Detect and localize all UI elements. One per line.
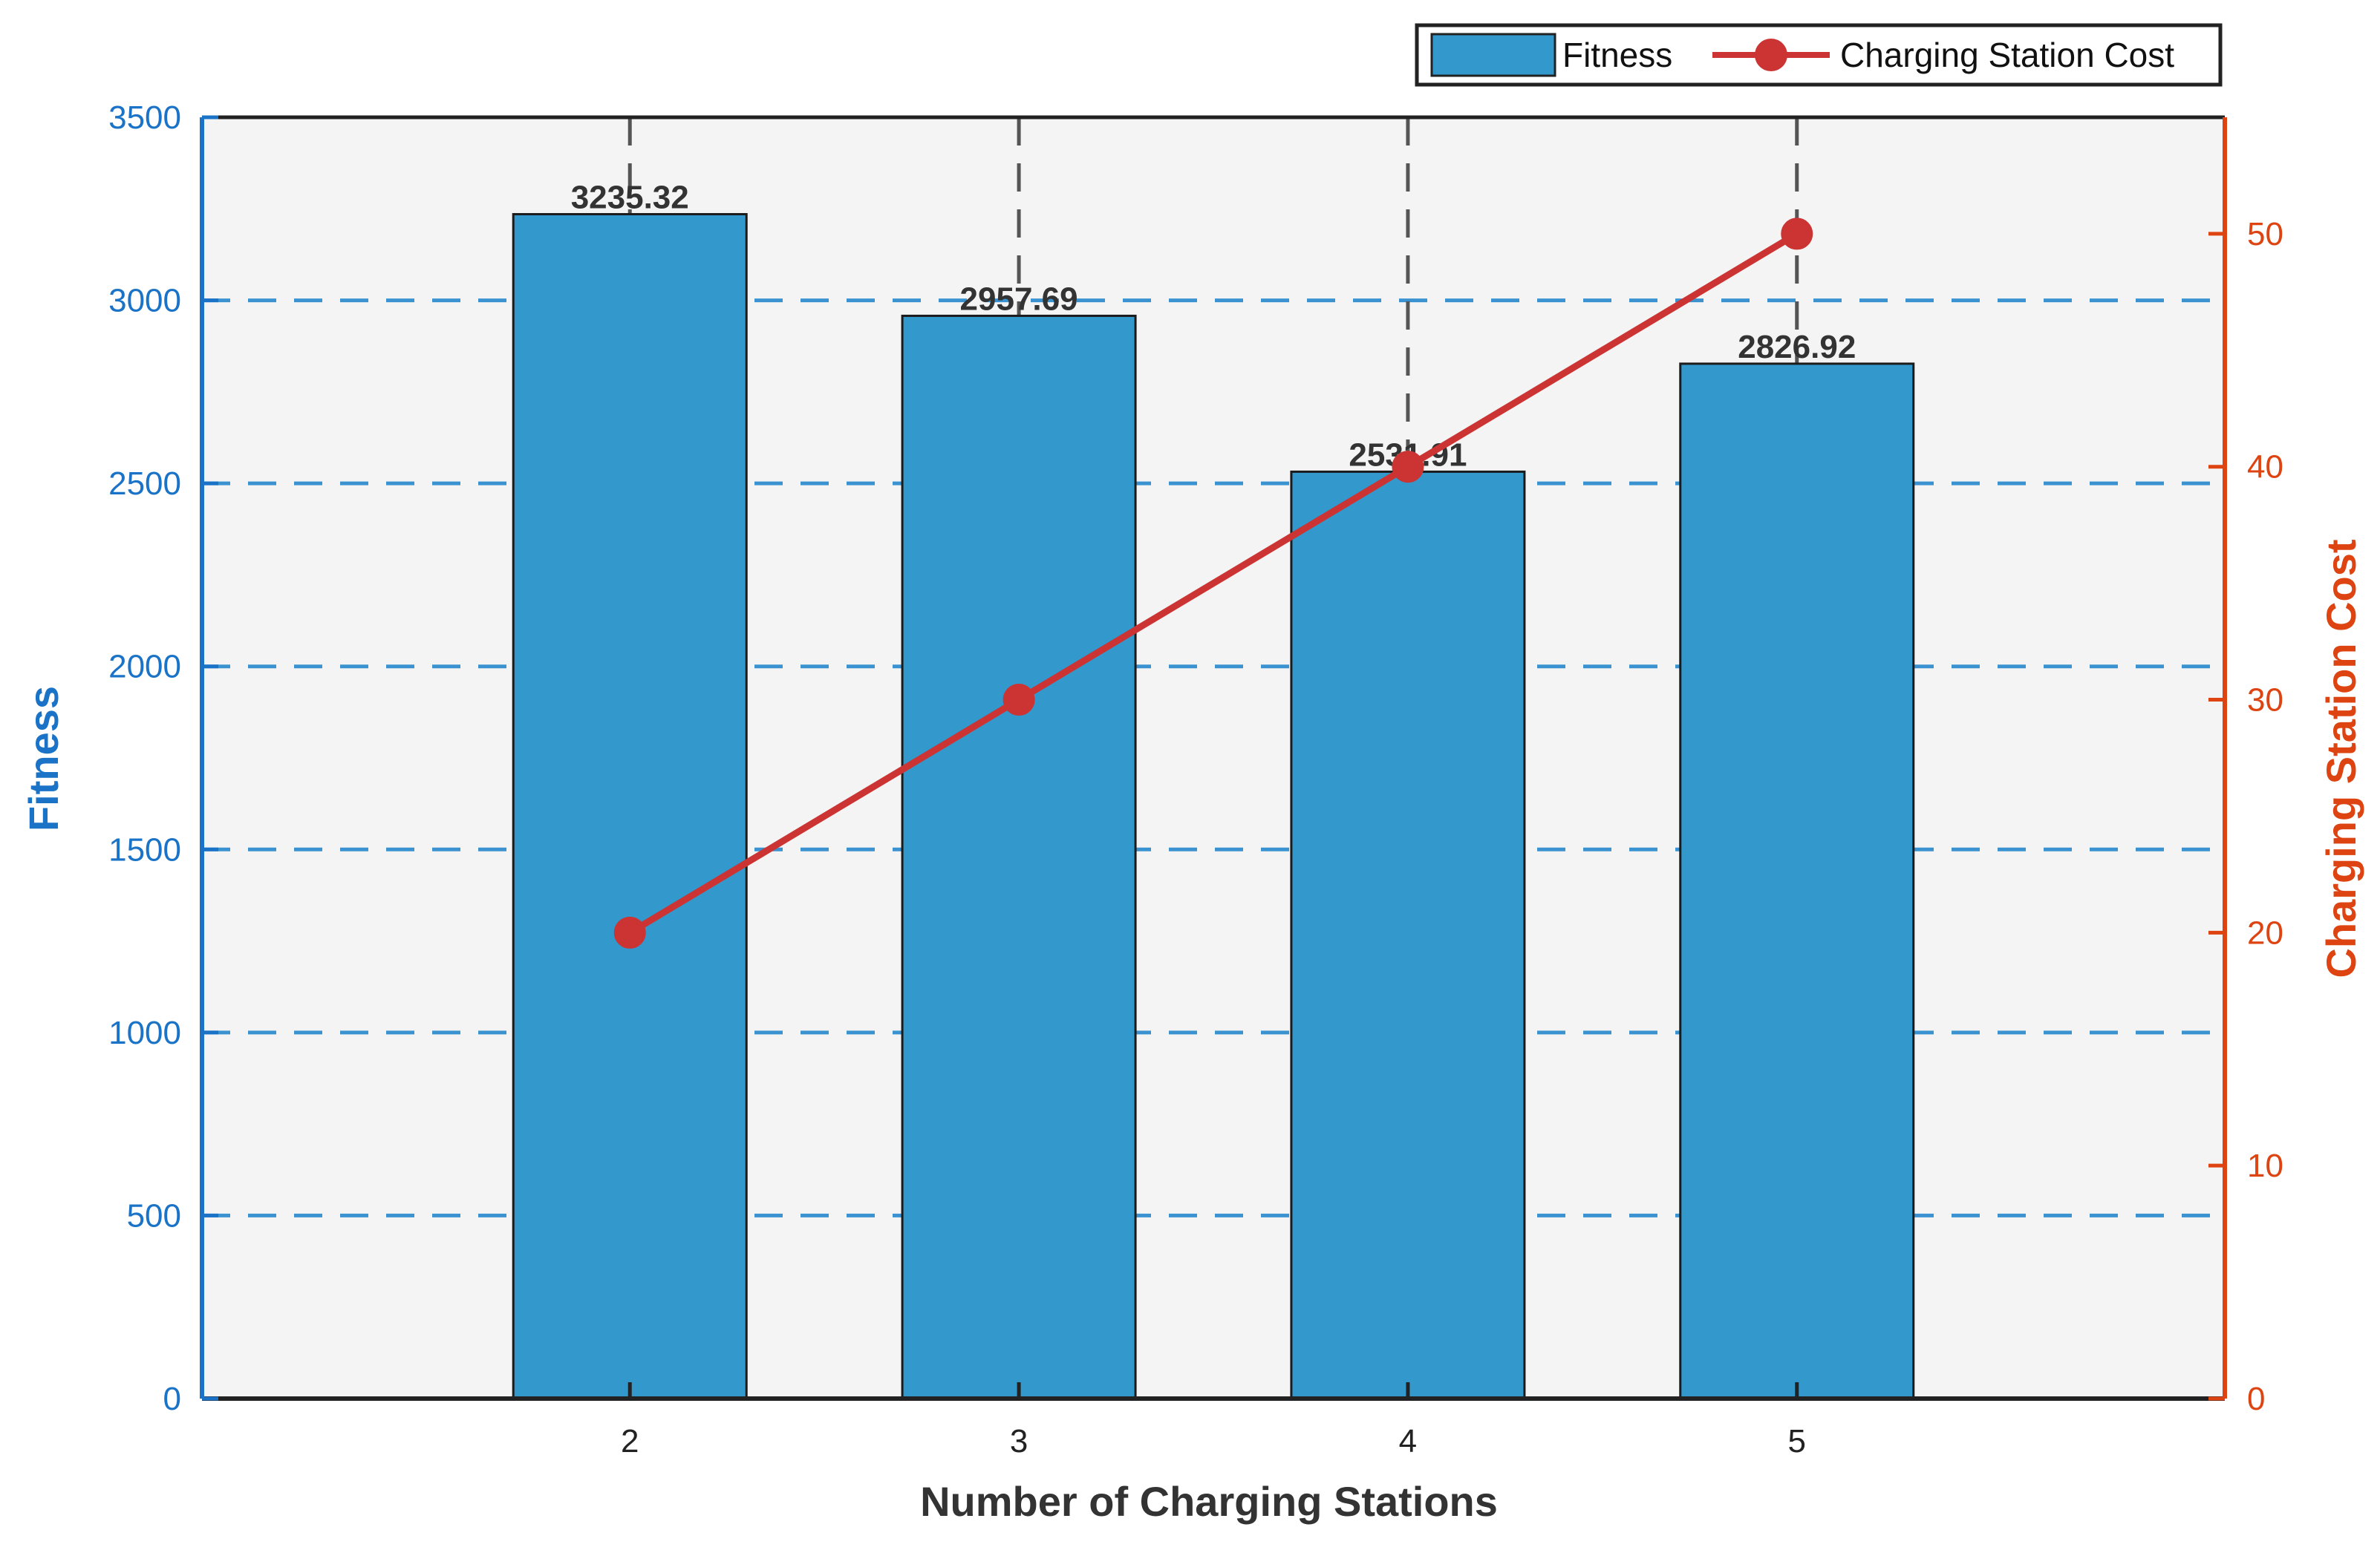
fitness-bar [512, 213, 748, 1400]
x-tick-label: 2 [621, 1423, 639, 1459]
right-tick-label: 0 [2247, 1381, 2265, 1417]
right-axis-title: Charging Station Cost [2318, 539, 2364, 978]
left-tick-label: 1500 [108, 831, 181, 868]
left-axis-title: Fitness [20, 686, 67, 831]
left-tick-label: 2000 [108, 649, 181, 685]
cost-marker [613, 916, 646, 949]
right-tick-label: 20 [2247, 915, 2283, 951]
left-axis-ticks: 0 500 1000 1500 2000 2500 3000 3500 [108, 99, 218, 1417]
fitness-bar [1290, 470, 1526, 1400]
fitness-bar-label: 2957.69 [960, 281, 1078, 317]
left-tick-label: 500 [127, 1197, 181, 1234]
x-tick-label: 4 [1399, 1423, 1417, 1459]
axes [200, 115, 2227, 1401]
legend-fitness-label: Fitness [1562, 36, 1672, 74]
x-tick-label: 3 [1010, 1423, 1028, 1459]
x-tick-label: 5 [1788, 1423, 1806, 1459]
x-axis-ticks: 2 3 4 5 [621, 1382, 1806, 1459]
fitness-bar-label: 3235.32 [571, 180, 689, 216]
cost-line [627, 231, 1799, 936]
plot-area [202, 117, 2225, 1399]
fitness-bars [512, 213, 1915, 1400]
left-tick-label: 3500 [108, 99, 181, 136]
legend-cost-label: Charging Station Cost [1840, 36, 2174, 74]
cost-marker [1002, 684, 1035, 716]
left-tick-label: 3000 [108, 283, 181, 319]
cost-marker [1781, 218, 1813, 250]
cost-line-series [613, 218, 1813, 949]
right-tick-label: 10 [2247, 1148, 2283, 1184]
fitness-bar [1679, 362, 1915, 1400]
legend-cost-marker [1755, 39, 1787, 71]
right-tick-label: 30 [2247, 682, 2283, 719]
cost-marker [1392, 451, 1424, 483]
left-tick-label: 2500 [108, 465, 181, 502]
left-tick-label: 1000 [108, 1015, 181, 1051]
legend: Fitness Charging Station Cost [1415, 23, 2223, 87]
right-axis-ticks: 0 10 20 30 40 50 [2208, 216, 2283, 1417]
fitness-bar [901, 314, 1137, 1400]
fitness-bar-label: 2826.92 [1738, 329, 1856, 365]
right-tick-label: 50 [2247, 216, 2283, 252]
right-tick-label: 40 [2247, 449, 2283, 485]
legend-fitness-swatch [1430, 33, 1556, 77]
left-tick-label: 0 [163, 1381, 181, 1417]
x-axis-title: Number of Charging Stations [920, 1478, 1498, 1525]
